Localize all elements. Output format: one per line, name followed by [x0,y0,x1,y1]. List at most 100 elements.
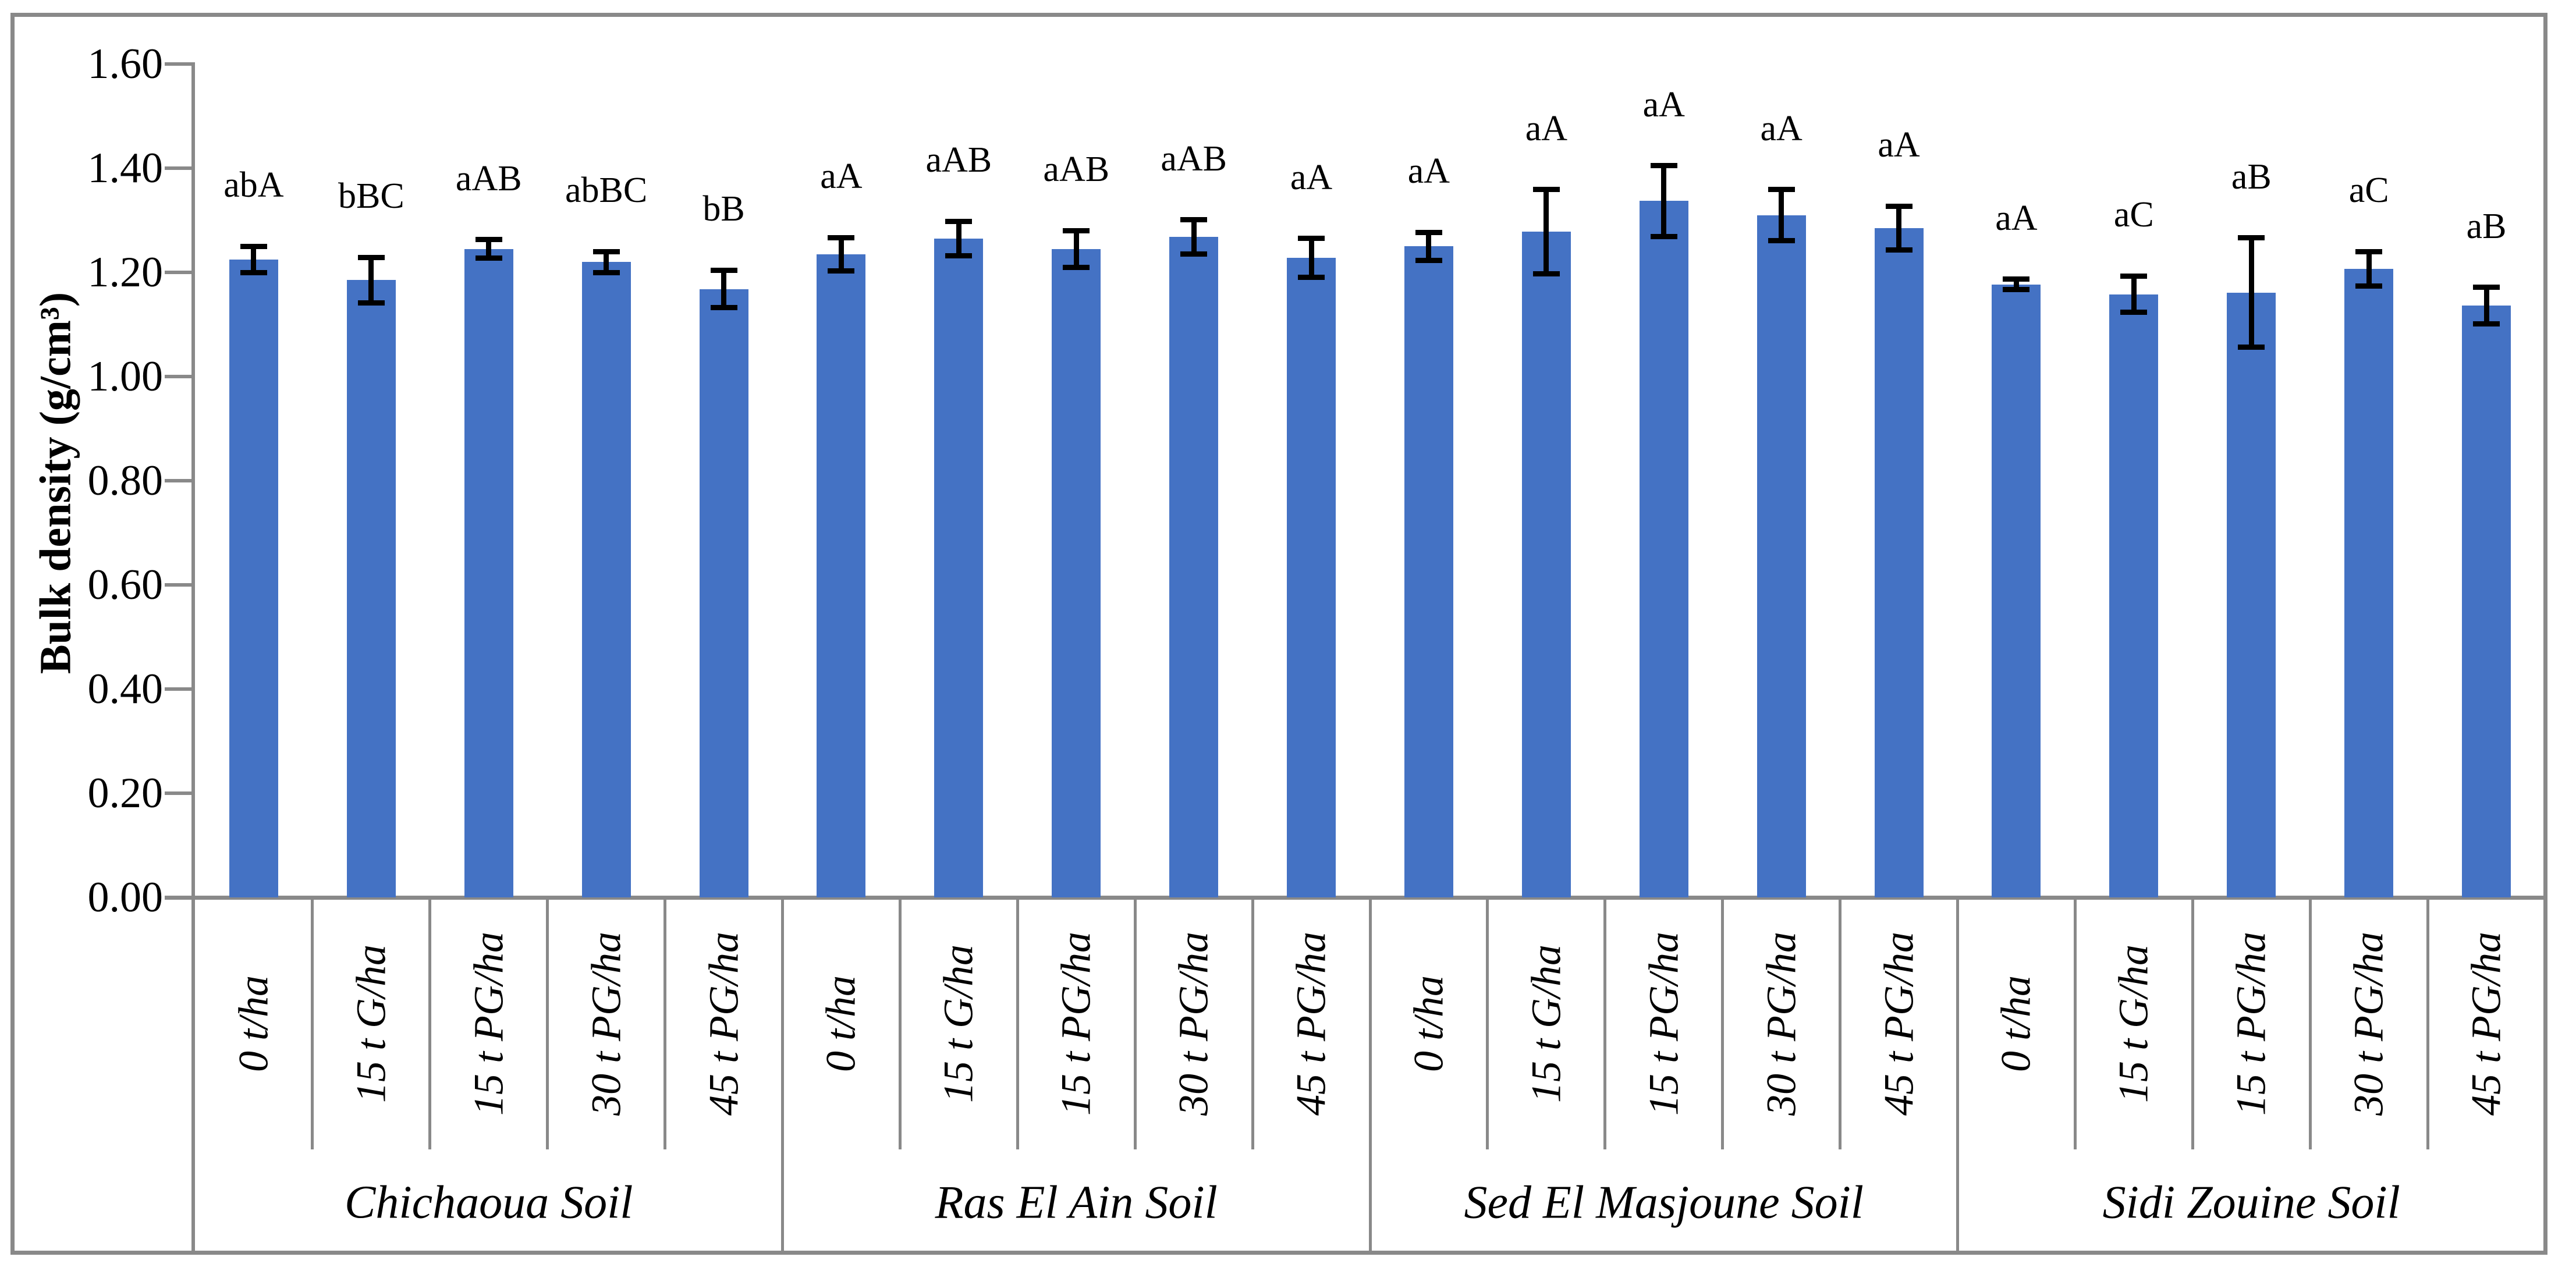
y-tick-mark [165,271,191,274]
error-bar-top-cap [945,218,973,224]
bar [1287,257,1336,897]
bar [2344,268,2394,897]
error-bar-line [1661,165,1667,237]
significance-letter-label: aAB [1161,139,1227,179]
y-tick-mark [165,479,191,482]
soil-group-label: Ras El Ain Soil [935,1177,1218,1229]
x-category-label: 0 t/ha [1992,975,2039,1072]
error-bar-bottom-cap [1415,257,1442,263]
category-separator-line [1839,897,1842,1149]
error-bar-bottom-cap [2003,287,2030,293]
bar [1992,284,2041,897]
x-category-label: 30 t PG/ha [1170,931,1217,1116]
bar [1404,246,1453,897]
error-bar-bottom-cap [2120,310,2148,315]
y-tick-label: 0.40 [87,665,164,713]
bar [229,259,278,897]
error-bar-top-cap [1180,217,1208,223]
bar [1874,228,1924,897]
error-bar-top-cap [592,249,620,254]
significance-letter-label: aAB [455,158,522,198]
bar [2109,294,2159,897]
error-bar-top-cap [1885,203,1913,209]
bar [699,289,748,897]
x-category-label: 15 t G/ha [1523,944,1570,1103]
error-bar-line [486,239,492,258]
significance-letter-label: aC [2348,171,2389,211]
category-separator-line [898,897,902,1149]
error-bar-line [251,246,257,272]
group-separator-line [1368,897,1372,1251]
error-bar-bottom-cap [475,255,502,261]
significance-letter-label: aA [1525,108,1567,148]
y-tick-label: 0.80 [87,457,164,505]
x-category-label: 0 t/ha [1405,975,1452,1072]
x-category-label: 15 t G/ha [2110,944,2157,1103]
error-bar-line [2248,237,2254,347]
group-separator-line [1956,897,1959,1251]
y-tick-mark [165,583,191,587]
error-bar-line [1544,189,1549,274]
error-bar-top-cap [2003,276,2030,282]
error-bar-bottom-cap [2355,283,2383,289]
error-bar-top-cap [1415,229,1442,235]
significance-letter-label: aB [2231,157,2272,197]
bar [2462,306,2511,897]
error-bar-top-cap [1650,163,1677,169]
error-bar-bottom-cap [1650,233,1677,239]
error-bar-top-cap [1532,187,1560,193]
significance-letter-label: aA [1407,151,1450,191]
y-tick-mark [165,687,191,691]
bar [1757,215,1806,897]
significance-letter-label: aC [2113,195,2154,235]
error-bar-bottom-cap [710,305,737,311]
error-bar-top-cap [1063,228,1090,233]
bar [1639,201,1688,897]
category-separator-line [1016,897,1019,1149]
soil-group-label: Sidi Zouine Soil [2102,1177,2400,1229]
category-separator-line [2191,897,2194,1149]
error-bar-bottom-cap [828,268,855,274]
category-separator-line [2308,897,2312,1149]
x-category-label: 45 t PG/ha [2463,931,2510,1116]
error-bar-top-cap [357,254,385,260]
y-tick-label: 1.60 [87,40,164,88]
error-bar-top-cap [710,267,737,273]
error-bar-bottom-cap [2238,345,2265,350]
category-separator-line [1251,897,1254,1149]
significance-letter-label: aB [2466,206,2507,246]
x-category-label: 45 t PG/ha [700,931,747,1116]
x-category-label: 30 t PG/ha [583,931,630,1116]
error-bar-line [838,237,844,271]
chart-area-border [10,13,2547,1255]
significance-letter-label: aA [1290,157,1333,197]
x-category-label: 45 t PG/ha [1875,931,1922,1116]
error-bar-line [721,270,727,308]
error-bar-line [1896,206,1902,250]
category-separator-line [1603,897,1607,1149]
bar [817,254,866,897]
error-bar-line [604,251,609,272]
error-bar-top-cap [475,237,502,243]
error-bar-bottom-cap [2473,321,2500,327]
y-tick-mark [165,791,191,795]
error-bar-line [2131,276,2137,313]
error-bar-bottom-cap [945,253,973,258]
bar [2227,292,2276,897]
y-axis-line [191,62,195,1251]
error-bar-bottom-cap [1885,247,1913,253]
x-category-label: 45 t PG/ha [1287,931,1335,1116]
category-separator-line [311,897,314,1149]
error-bar-bottom-cap [240,269,267,275]
x-category-label: 15 t G/ha [935,944,982,1103]
error-bar-top-cap [2120,273,2148,279]
significance-letter-label: abBC [565,171,648,211]
significance-letter-label: aA [820,157,863,197]
category-separator-line [546,897,549,1149]
error-bar-bottom-cap [357,300,385,306]
error-bar-top-cap [2355,249,2383,254]
x-category-label: 15 t PG/ha [465,931,512,1116]
error-bar-line [1073,230,1079,268]
significance-letter-label: abA [223,165,284,205]
